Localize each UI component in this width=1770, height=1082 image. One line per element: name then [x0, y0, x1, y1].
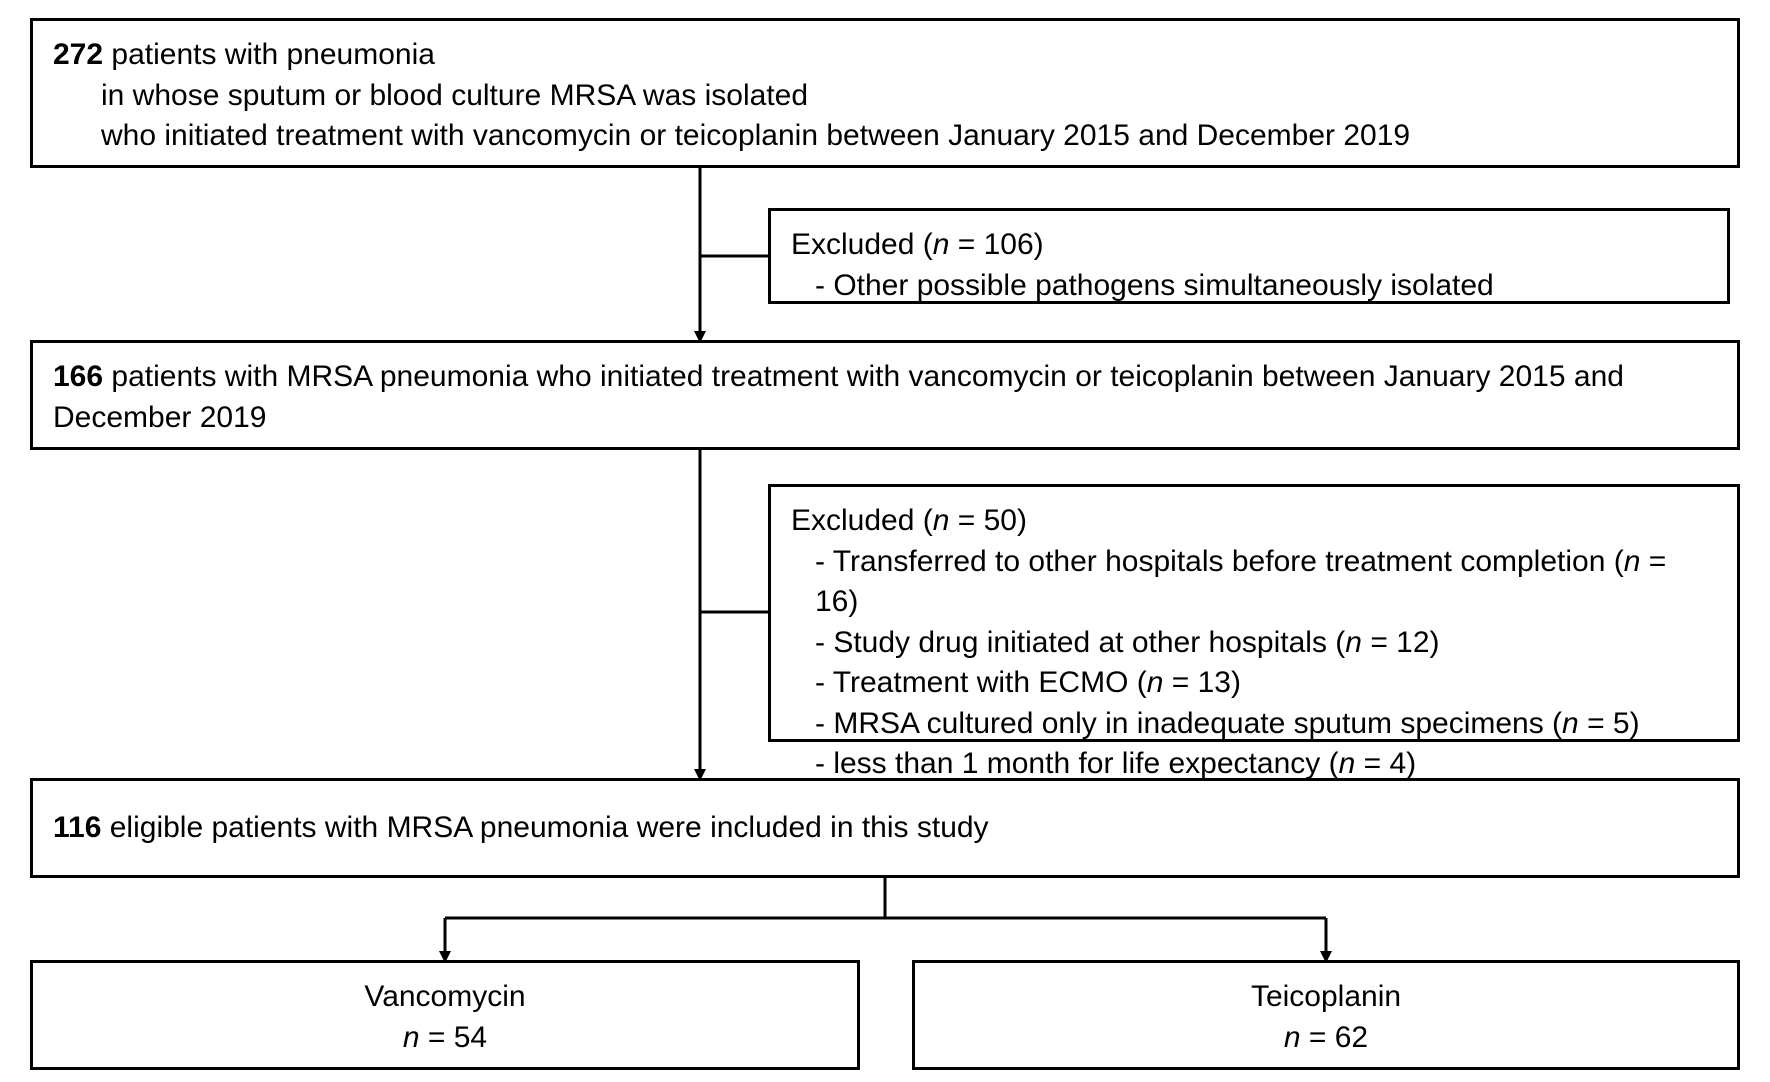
rest: patients with pneumonia: [103, 38, 435, 71]
line3: who initiated treatment with vancomycin …: [53, 116, 1717, 157]
exclusion-box-2: Excluded (n = 50) - Transferred to other…: [768, 484, 1740, 742]
count: 272: [53, 38, 103, 71]
count: 166: [53, 360, 103, 393]
exclusion-item: - MRSA cultured only in inadequate sputu…: [791, 704, 1717, 745]
outcome-title: Teicoplanin: [935, 977, 1717, 1018]
outcome-count: n = 54: [53, 1018, 837, 1059]
outcome-count: n = 62: [935, 1018, 1717, 1059]
exclusion-item: - Treatment with ECMO (n = 13): [791, 663, 1717, 704]
outcome-box-vancomycin: Vancomycin n = 54: [30, 960, 860, 1070]
exclusion-item: - Other possible pathogens simultaneousl…: [791, 266, 1707, 307]
line1: 272 patients with pneumonia: [53, 35, 1717, 76]
exclusion-box-1: Excluded (n = 106) - Other possible path…: [768, 208, 1730, 304]
rest: patients with MRSA pneumonia who initiat…: [53, 360, 1624, 434]
exclusion-header: Excluded (n = 106): [791, 225, 1707, 266]
rest: eligible patients with MRSA pneumonia we…: [101, 811, 988, 844]
flow-box-initial-cohort: 272 patients with pneumonia in whose spu…: [30, 18, 1740, 168]
exclusion-item: - Study drug initiated at other hospital…: [791, 623, 1717, 664]
exclusion-item: - Transferred to other hospitals before …: [791, 542, 1717, 623]
outcome-title: Vancomycin: [53, 977, 837, 1018]
flow-box-eligible: 116 eligible patients with MRSA pneumoni…: [30, 778, 1740, 878]
exclusion-header: Excluded (n = 50): [791, 501, 1717, 542]
flow-box-mrsa-cohort: 166 patients with MRSA pneumonia who ini…: [30, 340, 1740, 450]
outcome-box-teicoplanin: Teicoplanin n = 62: [912, 960, 1740, 1070]
count: 116: [53, 811, 101, 844]
line2: in whose sputum or blood culture MRSA wa…: [53, 76, 1717, 117]
